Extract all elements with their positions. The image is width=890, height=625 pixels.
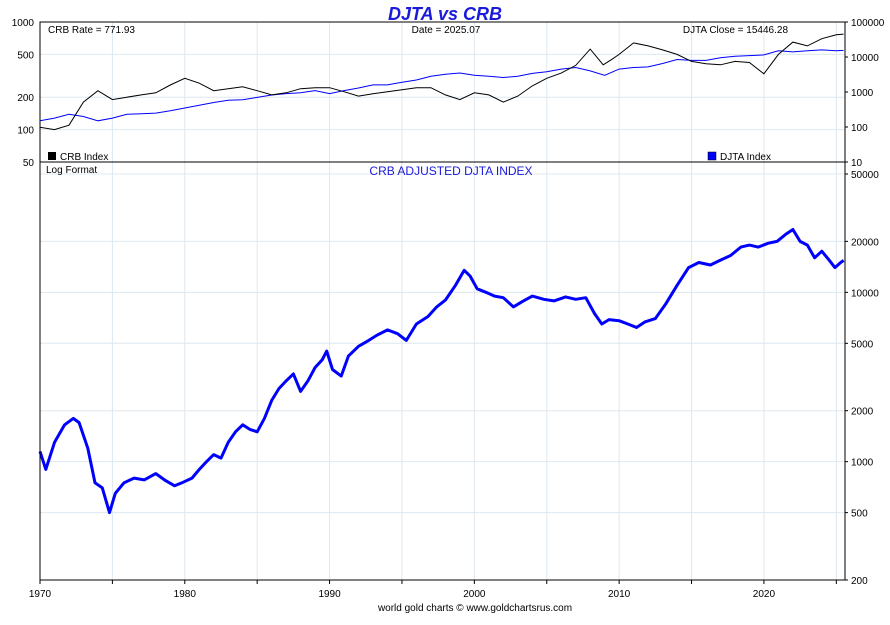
bottom-right-tick-label: 20000 [851, 237, 879, 248]
crb-index-line [39, 33, 844, 131]
x-tick-label: 1990 [318, 589, 341, 600]
bottom-panel-series [38, 228, 845, 515]
legend-djta-label: DJTA Index [720, 152, 771, 163]
bottom-right-tick-label: 2000 [851, 407, 874, 418]
top-right-tick-label: 10000 [851, 53, 879, 64]
x-tick-label: 2020 [753, 589, 776, 600]
top-left-tick-label: 50 [23, 158, 35, 169]
top-panel-grid [39, 21, 845, 163]
date-readout: Date = 2025.07 [412, 25, 481, 36]
bottom-right-tick-label: 5000 [851, 339, 874, 350]
top-left-tick-label: 1000 [12, 18, 35, 29]
crb-adjusted-djta-line [38, 228, 845, 515]
top-right-tick-label: 100 [851, 123, 868, 134]
top-left-axis-ticks: 50 100 200 500 1000 [12, 18, 35, 169]
djta-close-readout: DJTA Close = 15446.28 [683, 25, 789, 36]
x-tick-label: 1980 [174, 589, 197, 600]
crb-rate-readout: CRB Rate = 771.93 [48, 25, 135, 36]
x-tick-label: 2010 [608, 589, 631, 600]
top-right-axis-ticks: 10 100 1000 10000 100000 [845, 18, 885, 169]
bottom-panel-title: CRB ADJUSTED DJTA INDEX [369, 164, 532, 178]
chart-title: DJTA vs CRB [388, 4, 502, 24]
top-right-tick-label: 10 [851, 158, 863, 169]
top-panel-series [39, 33, 844, 131]
top-panel-frame [39, 21, 846, 163]
bottom-right-tick-label: 200 [851, 576, 868, 587]
bottom-right-tick-label: 10000 [851, 288, 879, 299]
top-right-tick-label: 100000 [851, 18, 885, 29]
bottom-panel-grid [39, 162, 845, 581]
bottom-right-tick-label: 1000 [851, 458, 874, 469]
bottom-panel-frame [39, 161, 846, 581]
bottom-right-tick-label: 500 [851, 509, 868, 520]
x-tick-label: 1970 [29, 589, 52, 600]
djta-index-line [39, 49, 844, 122]
footer-credit: world gold charts © www.goldchartsrus.co… [377, 603, 572, 614]
legend-djta-swatch [707, 151, 717, 161]
top-left-tick-label: 100 [17, 126, 34, 137]
legend-crb-swatch [48, 152, 56, 160]
top-left-tick-label: 200 [17, 93, 34, 104]
x-axis-ticks: 1970 1980 1990 2000 2010 2020 [29, 580, 837, 600]
legend-crb-label: CRB Index [60, 152, 108, 163]
bottom-right-axis-ticks: 200 500 1000 2000 5000 10000 20000 50000 [845, 170, 879, 587]
log-format-note: Log Format [46, 165, 97, 176]
x-tick-label: 2000 [463, 589, 486, 600]
top-right-tick-label: 1000 [851, 88, 874, 99]
top-left-tick-label: 500 [17, 50, 34, 61]
bottom-right-tick-label: 50000 [851, 170, 879, 181]
